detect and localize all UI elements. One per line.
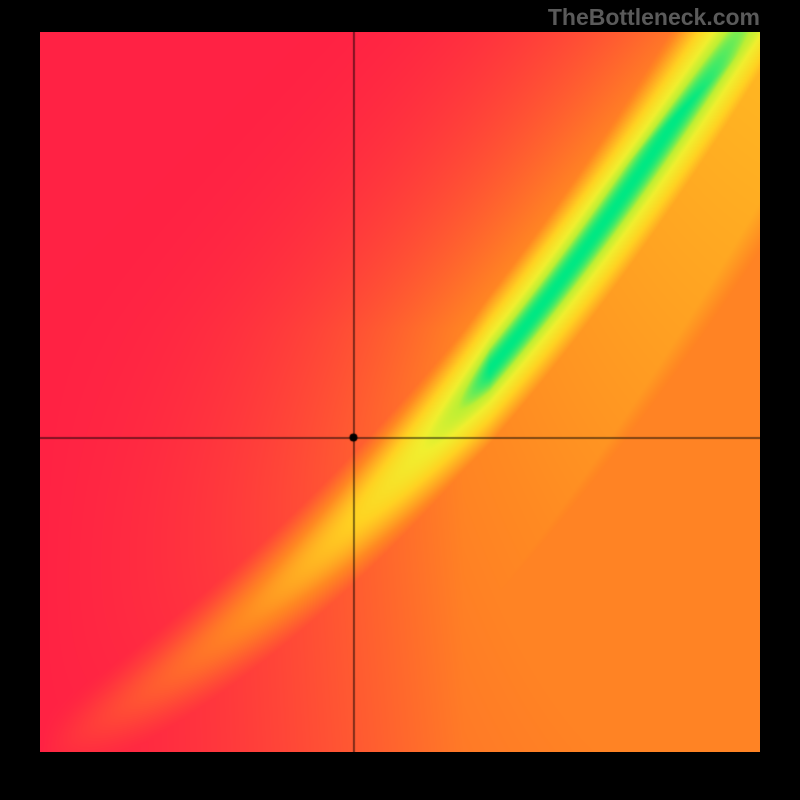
chart-container: TheBottleneck.com <box>0 0 800 800</box>
bottleneck-heatmap <box>40 32 760 752</box>
watermark-text: TheBottleneck.com <box>548 4 760 31</box>
